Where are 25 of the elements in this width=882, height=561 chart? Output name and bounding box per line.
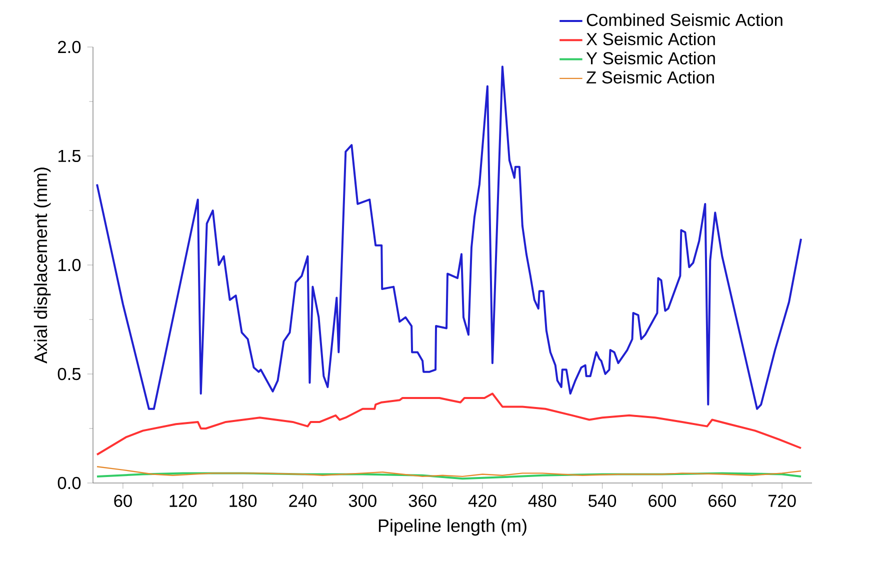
legend-label: Z Seismic Action (586, 70, 714, 84)
y-axis-title: Axial displacement (mm) (34, 168, 51, 364)
legend-label: X Seismic Action (586, 32, 715, 46)
x-tick-label: 240 (289, 494, 316, 508)
x-tick-label: 360 (408, 494, 436, 508)
y-tick-label: 1.5 (58, 150, 81, 162)
x-axis-title: Pipeline length (m) (378, 518, 526, 536)
y-tick-label: 1.0 (58, 258, 81, 272)
x-tick-label: 720 (768, 494, 796, 508)
y-tick-label: 2.0 (58, 40, 81, 54)
x-tick-label: 480 (528, 494, 556, 508)
y-tick-label: 0.5 (58, 368, 81, 380)
x-tick-label: 420 (468, 494, 496, 508)
x-tick-label: 60 (114, 494, 132, 508)
legend-label: Y Seismic Action (586, 52, 715, 64)
legend-label: Combined Seismic Action (586, 13, 782, 26)
x-tick-label: 300 (348, 494, 376, 508)
x-tick-label: 540 (588, 494, 616, 508)
line-series (96, 466, 802, 478)
x-tick-label: 660 (708, 494, 736, 508)
x-tick-label: 180 (230, 494, 257, 508)
line-series (96, 66, 802, 410)
x-tick-label: 120 (170, 494, 197, 508)
y-tick-label: 0.0 (58, 476, 81, 490)
x-tick-label: 600 (648, 494, 676, 508)
